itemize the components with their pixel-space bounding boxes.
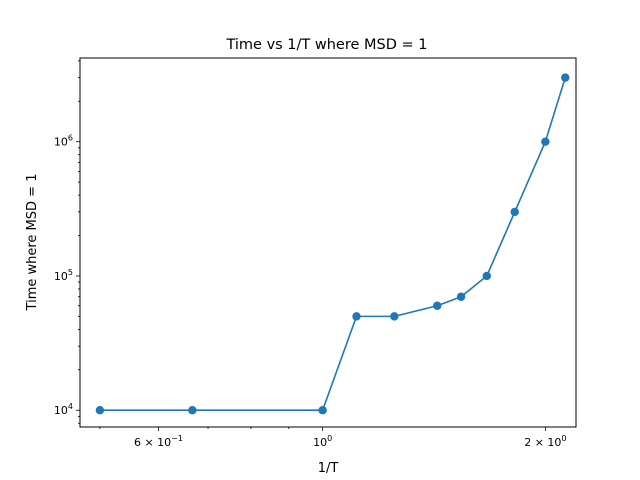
x-tick-label: 6 × 10−1	[134, 434, 183, 449]
y-tick-label: 105	[54, 268, 73, 283]
data-point	[188, 406, 197, 415]
data-point	[352, 312, 361, 321]
data-point	[95, 406, 105, 415]
axes-frame	[79, 57, 577, 428]
data-point	[390, 312, 399, 321]
x-tick-label: 2 × 100	[524, 434, 566, 449]
data-point	[433, 301, 442, 310]
data-point	[318, 406, 327, 415]
data-point	[541, 137, 550, 146]
x-axis-label: 1/T	[318, 461, 339, 476]
plot-layer	[95, 73, 570, 415]
data-point	[561, 73, 570, 82]
y-tick-label: 104	[54, 402, 73, 417]
data-point	[510, 207, 519, 217]
y-tick-label: 106	[54, 134, 73, 149]
chart-title: Time vs 1/T where MSD = 1	[225, 37, 427, 53]
data-point	[482, 271, 491, 281]
y-axis-label: Time where MSD = 1	[25, 174, 40, 312]
data-point	[456, 292, 466, 301]
